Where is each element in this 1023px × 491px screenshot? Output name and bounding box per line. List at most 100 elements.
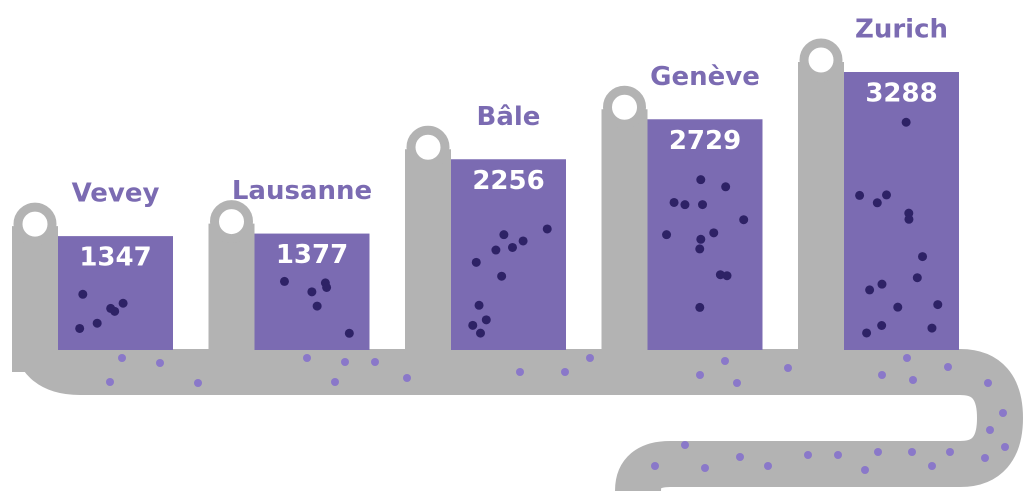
bar-dot	[855, 190, 865, 200]
pipe-dot	[586, 354, 594, 362]
bar-dot	[696, 234, 706, 244]
bar-dot	[877, 321, 887, 331]
bar-dot	[475, 328, 485, 338]
bar-dot	[912, 273, 922, 283]
bar-dot	[709, 228, 719, 238]
bar-dot	[518, 236, 528, 246]
pipe-dot	[928, 462, 936, 470]
pipe-dot	[561, 368, 569, 376]
pipe-dot	[903, 354, 911, 362]
value-label: 1347	[79, 243, 151, 273]
bar-dot	[882, 190, 892, 200]
bar-dot	[862, 328, 872, 338]
bar-dot	[680, 200, 690, 210]
bar-dot	[739, 215, 749, 225]
bar-dot	[474, 300, 484, 310]
bar-dot	[865, 285, 875, 295]
pipe-dot	[696, 371, 704, 379]
bar-dot	[715, 270, 725, 280]
bar-dot	[499, 230, 509, 240]
bar-dot	[904, 214, 914, 224]
bar-dot	[75, 323, 85, 333]
pipe-dot	[403, 374, 411, 382]
bars: 1347 Vevey 1377 Lausanne 2256 Bâle 2729 Genève 3…	[58, 15, 1009, 474]
bar-dot	[307, 287, 317, 297]
pipe-dot	[946, 448, 954, 456]
pipe-dot	[1001, 443, 1009, 451]
bar-dot	[106, 303, 116, 313]
bar-dot	[872, 198, 882, 208]
pipe-dot	[834, 451, 842, 459]
bar-dot	[927, 323, 937, 333]
bar-dot	[918, 252, 928, 262]
pipe-loop	[13, 202, 57, 246]
pipes	[12, 38, 1023, 491]
value-label: 1377	[276, 240, 348, 270]
value-label: 2729	[669, 126, 741, 156]
bar-dot	[497, 271, 507, 281]
main-pipe	[12, 328, 1023, 491]
pipe-dot	[804, 451, 812, 459]
bar-dot	[901, 117, 911, 127]
pipe-loop	[406, 125, 450, 169]
bar-dot	[696, 175, 706, 185]
value-label: 2256	[472, 166, 544, 196]
bar-dot	[279, 276, 289, 286]
pipe-dot	[194, 379, 202, 387]
pipe-loop	[210, 200, 253, 244]
pipe-dot	[331, 378, 339, 386]
pipe-dot	[701, 464, 709, 472]
bar-dot	[542, 224, 552, 234]
bar-dot	[491, 245, 501, 255]
pipe-dot	[156, 359, 164, 367]
bar-dot	[695, 244, 705, 254]
pipe-dot	[874, 448, 882, 456]
pipe-dot	[733, 379, 741, 387]
category-label: Lausanne	[232, 176, 372, 206]
bar-dot	[322, 282, 332, 292]
pipe-loop	[799, 38, 843, 82]
bar-dot	[468, 320, 478, 330]
pipe-dot	[764, 462, 772, 470]
bar-dot	[78, 289, 88, 299]
pipe-dot	[106, 378, 114, 386]
bar-dot	[481, 315, 491, 325]
pipe-dot	[784, 364, 792, 372]
category-label: Bâle	[477, 102, 541, 132]
bar-dot	[893, 302, 903, 312]
pipe-dot	[651, 462, 659, 470]
pipe-dot	[118, 354, 126, 362]
category-label: Zurich	[855, 15, 948, 45]
bar-dot	[669, 197, 679, 207]
pipe-dot	[984, 379, 992, 387]
pipe-dot	[999, 409, 1007, 417]
bar-dot	[721, 182, 731, 192]
bar-dot	[92, 318, 102, 328]
pipe-dot	[944, 363, 952, 371]
category-label: Genève	[650, 62, 760, 92]
pipe-dot	[736, 453, 744, 461]
bar-dot	[698, 200, 708, 210]
category-label: Vevey	[72, 179, 160, 209]
pipe-dot	[986, 426, 994, 434]
pipe-dot	[908, 448, 916, 456]
bar-dot	[312, 301, 322, 311]
pipe-dot	[303, 354, 311, 362]
pipe-dot	[341, 358, 349, 366]
pipe-dot	[981, 454, 989, 462]
bar-dot	[118, 298, 128, 308]
bar	[451, 159, 566, 350]
bar-dot	[695, 302, 705, 312]
pipe-dot	[861, 466, 869, 474]
pipe-loop	[603, 85, 646, 129]
bar-dot	[933, 300, 943, 310]
pipe-dot	[681, 441, 689, 449]
bar-dot	[877, 279, 887, 289]
value-label: 3288	[865, 79, 937, 109]
pipe-dot	[371, 358, 379, 366]
bar-dot	[471, 257, 481, 267]
pipe-dot	[909, 376, 917, 384]
pipe-dot	[516, 368, 524, 376]
